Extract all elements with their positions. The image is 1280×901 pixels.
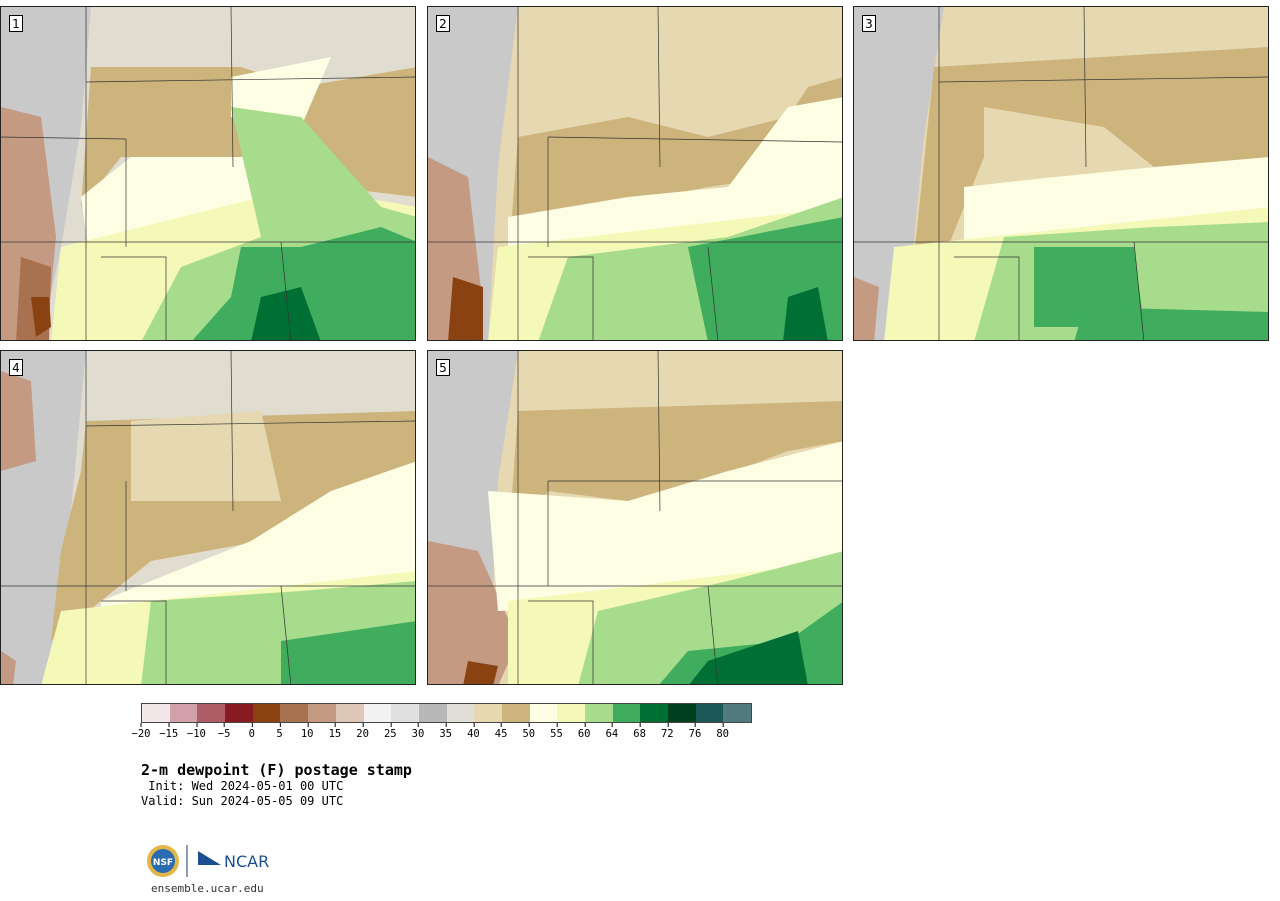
map-panel-5: 5 [427, 350, 843, 685]
panel-number: 5 [436, 359, 450, 376]
dewpoint-map-5 [428, 351, 842, 684]
colorbar-swatch [335, 704, 364, 722]
colorbar-ticks: −20 −15 −10 −5 0 5 10 15 20 25 30 35 40 45 50 55 60 64 68 7… [132, 723, 761, 743]
colorbar-swatch [308, 704, 336, 722]
map-panel-1: 1 [0, 6, 416, 341]
map-panel-4: 4 [0, 350, 416, 685]
colorbar-tick-label: −20 [132, 723, 150, 740]
colorbar-tick-label: 40 [467, 723, 480, 740]
colorbar-tick-label: 45 [495, 723, 507, 740]
dewpoint-map-3 [854, 7, 1268, 340]
colorbar-swatch [363, 704, 392, 722]
panel-number: 3 [862, 15, 876, 32]
panel-number: 1 [9, 15, 23, 32]
colorbar-swatch [446, 704, 475, 722]
colorbar-tick-label: −10 [187, 723, 206, 740]
colorbar-tick-label: 80 [716, 723, 729, 740]
colorbar-tick-label: 76 [689, 723, 701, 740]
colorbar-swatch [640, 704, 669, 722]
colorbar-tick-label: 50 [522, 723, 535, 740]
colorbar-swatch [391, 704, 419, 722]
dewpoint-map-4 [1, 351, 415, 684]
colorbar-tick-label: −15 [159, 723, 178, 740]
colorbar-tick-label: 5 [276, 723, 283, 740]
colorbar-swatch [557, 704, 585, 722]
colorbar-tick-label: 15 [329, 723, 341, 740]
colorbar-tick-label: 64 [606, 723, 618, 740]
dewpoint-map-2 [428, 7, 842, 340]
colorbar-swatch [280, 704, 309, 722]
colorbar-swatch [695, 704, 724, 722]
website-url: ensemble.ucar.edu [151, 882, 264, 895]
colorbar-tick-label: 35 [439, 723, 452, 740]
colorbar-tick-label: 60 [578, 723, 591, 740]
map-panel-2: 2 [427, 6, 843, 341]
colorbar-tick-label: 25 [384, 723, 397, 740]
colorbar-swatch [142, 704, 170, 722]
colorbar-tick-label: 68 [633, 723, 646, 740]
nsf-ncar-logo: NSF NCAR [147, 845, 269, 877]
colorbar-swatch [197, 704, 226, 722]
colorbar-tick-label: 20 [356, 723, 369, 740]
colorbar-swatch [252, 704, 281, 722]
colorbar-swatch [529, 704, 558, 722]
valid-time: Valid: Sun 2024-05-05 09 UTC [141, 794, 344, 808]
colorbar [141, 703, 753, 723]
init-time: Init: Wed 2024-05-01 00 UTC [141, 779, 344, 793]
chart-title: 2-m dewpoint (F) postage stamp [141, 761, 412, 779]
colorbar-tick-label: 55 [550, 723, 563, 740]
map-panel-3: 3 [853, 6, 1269, 341]
colorbar-tick-label: 30 [412, 723, 424, 740]
panel-number: 4 [9, 359, 23, 376]
dewpoint-map-1 [1, 7, 415, 340]
colorbar-swatch [585, 704, 613, 722]
colorbar-swatch [418, 704, 447, 722]
panel-number: 2 [436, 15, 450, 32]
colorbar-swatch [169, 704, 198, 722]
colorbar-swatch [612, 704, 641, 722]
colorbar-swatch [668, 704, 696, 722]
nsf-text: NSF [153, 858, 173, 868]
colorbar-tick-label: −5 [218, 723, 230, 740]
colorbar-swatch [723, 704, 752, 722]
colorbar-tick-label: 72 [661, 723, 674, 740]
colorbar-tick-label: 10 [301, 723, 314, 740]
colorbar-tick-label: 0 [249, 723, 255, 740]
colorbar-swatch [474, 704, 502, 722]
colorbar-swatch [225, 704, 253, 722]
ncar-text: NCAR [224, 852, 269, 871]
colorbar-swatch [501, 704, 530, 722]
